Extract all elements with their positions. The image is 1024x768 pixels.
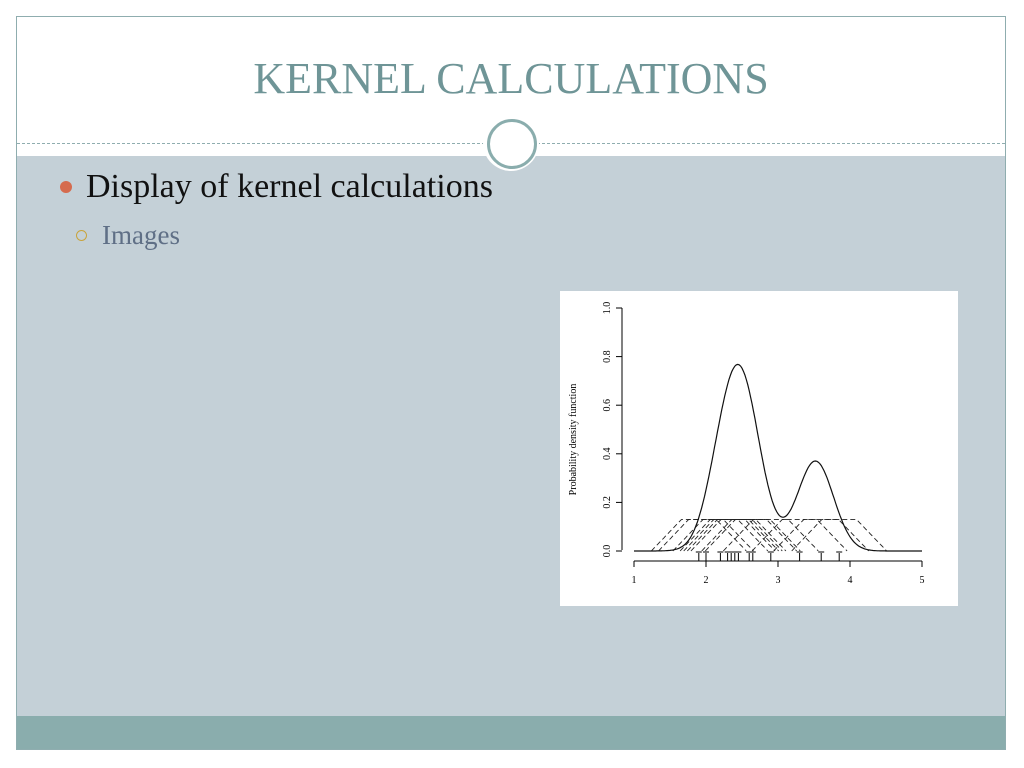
x-tick-label: 1 [632,575,637,586]
y-tick-label: 0.8 [602,350,613,363]
footer-bar [17,716,1005,749]
y-tick-label: 1.0 [602,302,613,315]
chart-image: 1 2 3 4 5 0.0 0.2 0.4 0.6 0.8 1.0 Probability densi… [560,291,958,606]
sub-bullet-ring-icon [76,230,87,241]
kernel-curve [650,518,747,552]
density-curve [634,363,922,552]
sub-bullet-item: Images [76,220,180,251]
x-tick-label: 2 [704,575,709,586]
x-tick-label: 3 [776,575,781,586]
y-tick-label: 0.4 [602,448,613,461]
y-axis-label: Probability density function [568,384,579,496]
kernel-curve [751,518,848,552]
x-tick-label: 5 [920,575,925,586]
y-tick-label: 0.0 [602,545,613,558]
y-tick-label: 0.2 [602,496,613,509]
kernel-curve [704,518,801,552]
bullet-item: Display of kernel calculations [60,168,493,206]
kernel-curve [791,518,888,552]
divider-circle-icon [487,119,537,169]
kde-chart: 1 2 3 4 5 0.0 0.2 0.4 0.6 0.8 1.0 Probability densi… [568,302,925,586]
slide-title: KERNEL CALCULATIONS [253,54,769,103]
kernel-curve [658,518,754,552]
sub-bullet-text: Images [102,220,180,250]
y-tick-label: 0.6 [602,399,613,412]
kernel-curve [773,518,870,552]
bullet-text: Display of kernel calculations [86,168,493,205]
kernel-curve [722,518,819,552]
bullet-dot-icon [60,181,72,193]
kernel-curve [686,518,783,552]
x-tick-label: 4 [848,575,853,586]
